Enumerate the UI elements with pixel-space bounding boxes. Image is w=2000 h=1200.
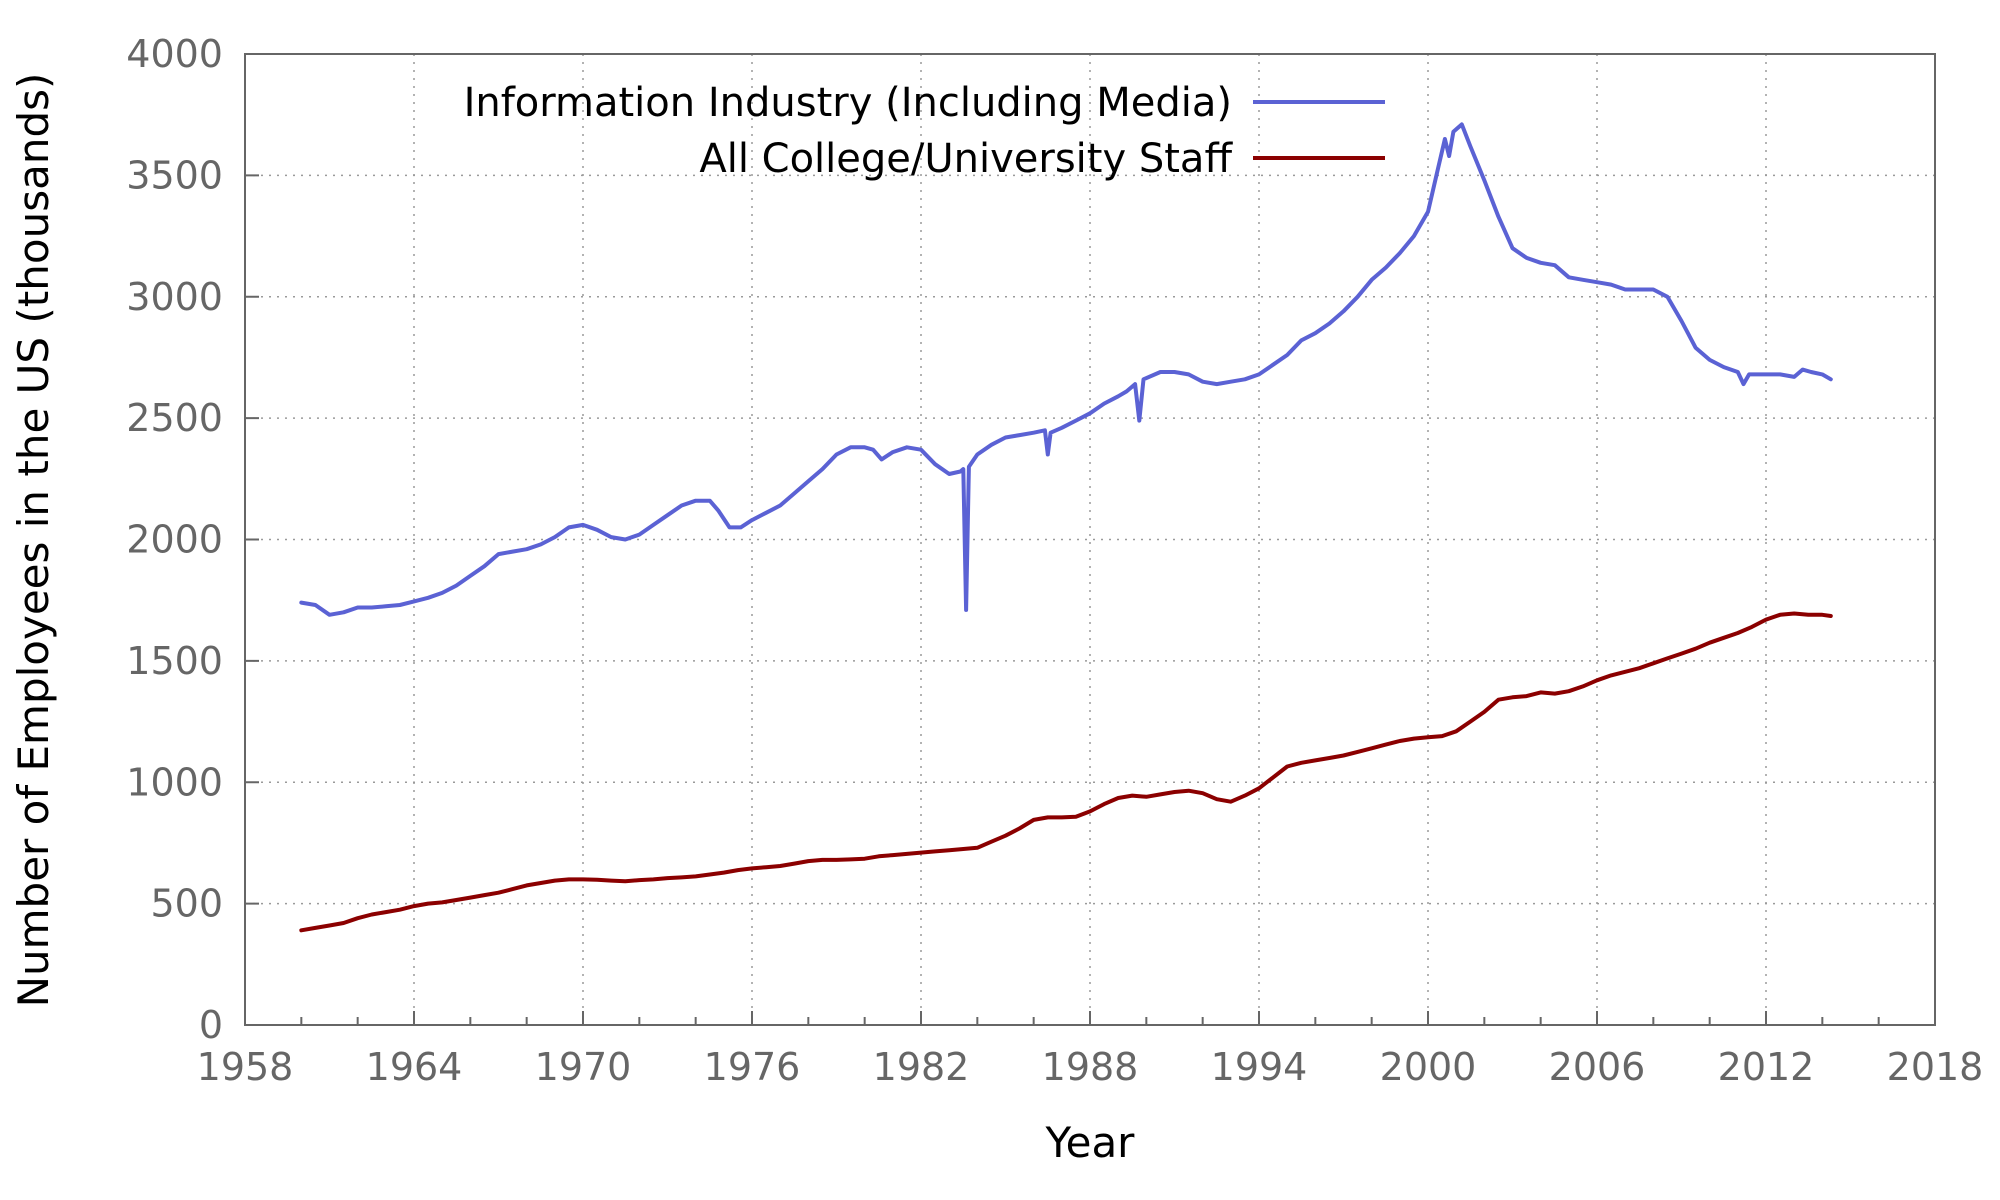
x-tick-label: 2006 (1549, 1045, 1646, 1089)
x-tick-label: 1976 (704, 1045, 801, 1089)
legend-label: All College/University Staff (699, 136, 1233, 182)
x-tick-label: 2018 (1887, 1045, 1984, 1089)
y-tick-label: 2000 (126, 518, 223, 562)
x-tick-label: 1988 (1042, 1045, 1139, 1089)
x-tick-label: 1994 (1211, 1045, 1308, 1089)
y-tick-label: 3000 (126, 275, 223, 319)
y-axis-tick-labels: 0 500 1000 1500 2000 2500 3000 3500 4000 (126, 32, 223, 1047)
x-tick-label: 1964 (366, 1045, 463, 1089)
legend: Information Industry (Including Media) Al… (464, 80, 1385, 182)
y-tick-label: 500 (150, 882, 223, 926)
x-tick-label: 1970 (535, 1045, 632, 1089)
axis-ticks (244, 53, 1936, 1026)
information-industry-line (299, 122, 1833, 617)
x-axis-tick-labels: 1958 1964 1970 1976 1982 1988 1994 2000 2006 2012… (197, 1045, 1984, 1089)
y-tick-label: 3500 (126, 153, 223, 197)
y-tick-label: 1500 (126, 639, 223, 683)
y-tick-label: 1000 (126, 760, 223, 804)
y-tick-label: 0 (199, 1003, 223, 1047)
y-axis-title: Number of Employees in the US (thousands… (9, 73, 58, 1008)
grid (245, 54, 1935, 1025)
x-tick-label: 2012 (1718, 1045, 1815, 1089)
x-axis-title: Year (1045, 1118, 1136, 1167)
y-tick-label: 2500 (126, 396, 223, 440)
x-tick-label: 2000 (1380, 1045, 1477, 1089)
y-tick-label: 4000 (126, 32, 223, 76)
legend-label: Information Industry (Including Media) (464, 80, 1232, 126)
series-lines (299, 122, 1833, 933)
x-tick-label: 1958 (197, 1045, 294, 1089)
college-university-staff-line (299, 611, 1833, 933)
x-tick-label: 1982 (873, 1045, 970, 1089)
